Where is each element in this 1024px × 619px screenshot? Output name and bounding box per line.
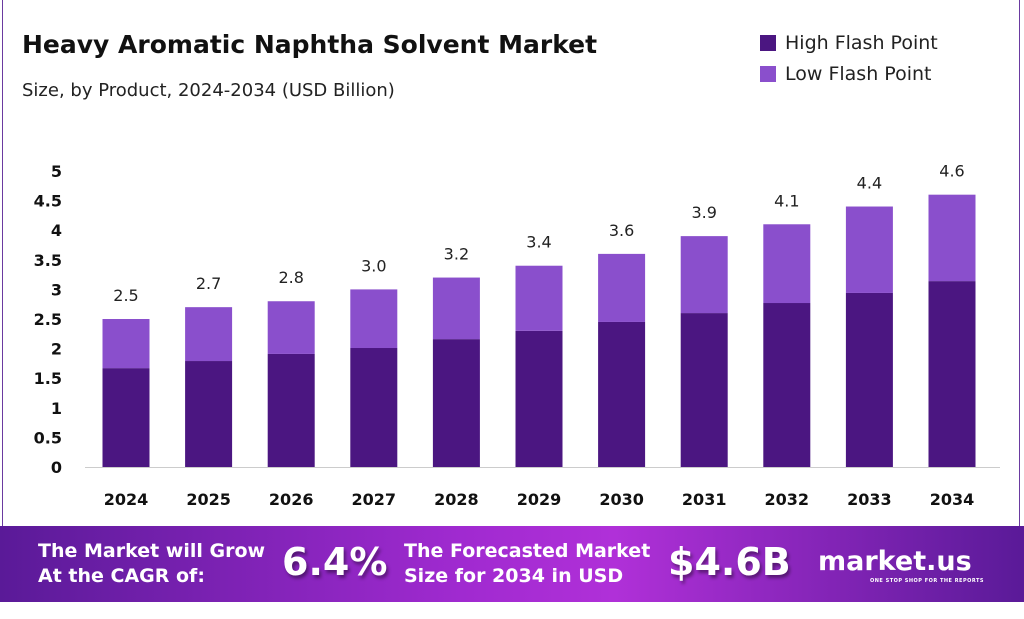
forecast-text-1: The Forecasted Market (404, 540, 651, 562)
x-tick-label: 2028 (434, 490, 479, 509)
cagr-text-1: The Market will Grow (38, 540, 266, 562)
bar-low-flash-point (185, 307, 233, 362)
y-tick-label: 3.5 (34, 251, 62, 270)
chart: 0 0.5 1 1.5 2 2.5 3 3.5 4 4.5 5 2.5 2024 2.7 2025 2.8 20… (34, 162, 1000, 509)
data-label-total: 2.5 (113, 286, 138, 305)
bar-low-flash-point (350, 289, 398, 349)
legend-item-high: High Flash Point (760, 32, 938, 54)
bar-high-flash-point (763, 303, 811, 467)
bar-low-flash-point (102, 319, 150, 369)
bar-high-flash-point (928, 281, 976, 467)
cagr-value: 6.4% (282, 540, 388, 584)
bar-high-flash-point (185, 361, 233, 467)
chart-subtitle: Size, by Product, 2024-2034 (USD Billion… (22, 80, 395, 101)
bar-low-flash-point (763, 224, 811, 304)
x-tick-label: 2025 (186, 490, 231, 509)
y-tick-label: 3 (51, 280, 62, 299)
bar-low-flash-point (845, 206, 893, 293)
bar-high-flash-point (432, 339, 480, 467)
banner: The Market will Grow At the CAGR of: 6.4%… (0, 526, 1024, 602)
x-tick-label: 2034 (930, 490, 975, 509)
logo-tagline: ONE STOP SHOP FOR THE REPORTS (870, 578, 985, 584)
bar-high-flash-point (350, 348, 398, 467)
x-tick-label: 2029 (517, 490, 562, 509)
data-label-total: 3.9 (691, 203, 716, 222)
legend-item-low: Low Flash Point (760, 63, 938, 85)
x-tick-label: 2033 (847, 490, 892, 509)
bar-low-flash-point (680, 236, 728, 314)
data-label-total: 3.2 (444, 245, 469, 264)
y-tick-label: 2.5 (34, 310, 62, 329)
legend-label-low: Low Flash Point (785, 63, 932, 85)
x-tick-label: 2027 (352, 490, 397, 509)
bar-high-flash-point (515, 330, 563, 467)
data-label-total: 3.4 (526, 233, 551, 252)
x-tick-label: 2032 (765, 490, 810, 509)
bar-low-flash-point (432, 277, 480, 340)
bar-low-flash-point (267, 301, 315, 354)
bar-high-flash-point (102, 368, 150, 467)
y-tick-label: 1 (51, 399, 62, 418)
y-tick-label: 4.5 (34, 192, 62, 211)
data-label-total: 3.0 (361, 256, 386, 275)
y-tick-label: 2 (51, 340, 62, 359)
x-tick-label: 2030 (599, 490, 644, 509)
market-us-logo: market.us (818, 546, 972, 577)
legend-swatch-low (760, 66, 776, 82)
bar-high-flash-point (598, 321, 646, 467)
data-label-total: 4.6 (939, 162, 964, 181)
y-tick-label: 5 (51, 162, 62, 181)
x-tick-label: 2031 (682, 490, 727, 509)
bar-low-flash-point (598, 253, 646, 322)
x-tick-label: 2024 (104, 490, 149, 509)
bar-low-flash-point (515, 265, 563, 331)
x-tick-label: 2026 (269, 490, 314, 509)
data-label-total: 4.1 (774, 191, 799, 210)
chart-title: Heavy Aromatic Naphtha Solvent Market (22, 30, 598, 59)
legend-swatch-high (760, 35, 776, 51)
bar-low-flash-point (928, 194, 976, 282)
data-label-total: 3.6 (609, 221, 634, 240)
cagr-text: The Market will Grow At the CAGR of: (38, 539, 265, 589)
data-label-total: 2.8 (278, 268, 303, 287)
forecast-text: The Forecasted Market Size for 2034 in US… (404, 539, 650, 589)
forecast-text-2: Size for 2034 in USD (404, 565, 624, 587)
legend: High Flash Point Low Flash Point (760, 32, 938, 94)
bar-high-flash-point (680, 313, 728, 467)
bar-high-flash-point (267, 353, 315, 467)
y-tick-label: 0 (51, 458, 62, 477)
forecast-value: $4.6B (668, 540, 791, 584)
data-label-total: 2.7 (196, 274, 221, 293)
y-tick-label: 0.5 (34, 428, 62, 447)
data-label-total: 4.4 (857, 174, 882, 193)
y-tick-label: 1.5 (34, 369, 62, 388)
cagr-text-2: At the CAGR of: (38, 565, 205, 587)
bar-high-flash-point (845, 292, 893, 467)
legend-label-high: High Flash Point (785, 32, 938, 54)
y-tick-label: 4 (51, 221, 62, 240)
